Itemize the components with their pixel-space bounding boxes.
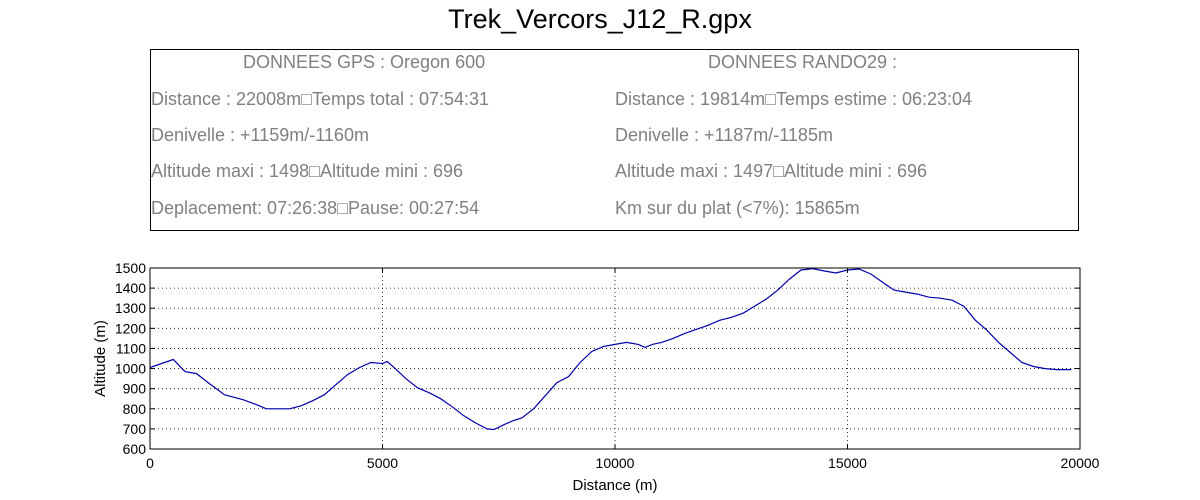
x-axis-label: Distance (m) [572, 477, 657, 494]
grid-lines [150, 268, 1080, 449]
rando-heading: DONNEES RANDO29 : [708, 52, 898, 72]
y-axis-label: Altitude (m) [92, 320, 109, 397]
y-tick-label-2: 800 [123, 401, 147, 417]
axis-ticks: 0 5000 10000 15000 20000 600 700 800 900 1000 1100… [115, 260, 1100, 471]
y-tick-label-3: 900 [123, 381, 147, 397]
gps-moving-pause: Deplacement: 07:26:38□Pause: 00:27:54 [151, 198, 480, 218]
y-tick-label-8: 1400 [115, 280, 146, 296]
x-tick-label-2: 10000 [596, 455, 635, 471]
y-tick-label-4: 1000 [115, 361, 146, 377]
x-tick-label-4: 20000 [1061, 455, 1100, 471]
chart-title: Trek_Vercors_J12_R.gpx [448, 4, 752, 34]
y-tick-label-6: 1200 [115, 320, 146, 336]
y-tick-label-0: 600 [123, 441, 147, 457]
gps-heading: DONNEES GPS : Oregon 600 [243, 52, 486, 72]
x-tick-label-1: 5000 [367, 455, 398, 471]
gps-altitude-range: Altitude maxi : 1498□Altitude mini : 696 [151, 161, 464, 181]
rando-flat-distance: Km sur du plat (<7%): 15865m [615, 198, 860, 218]
rando-distance-time: Distance : 19814m□Temps estime : 06:23:0… [615, 89, 973, 109]
rando-elevation-gain: Denivelle : +1187m/-1185m [615, 125, 833, 145]
rando-altitude-range: Altitude maxi : 1497□Altitude mini : 696 [615, 161, 928, 181]
stats-box: DONNEES GPS : Oregon 600 Distance : 2200… [150, 49, 1079, 231]
y-tick-label-5: 1100 [116, 340, 146, 356]
altitude-series-line [149, 267, 1072, 431]
y-tick-label-9: 1500 [115, 260, 146, 276]
x-tick-label-0: 0 [146, 455, 154, 471]
y-tick-label-7: 1300 [115, 300, 146, 316]
x-tick-label-3: 15000 [828, 455, 867, 471]
gps-elevation-gain: Denivelle : +1159m/-1160m [151, 125, 369, 145]
y-tick-label-1: 700 [123, 421, 147, 437]
gps-distance-time: Distance : 22008m□Temps total : 07:54:31 [151, 89, 490, 109]
plot-frame [149, 267, 1081, 450]
